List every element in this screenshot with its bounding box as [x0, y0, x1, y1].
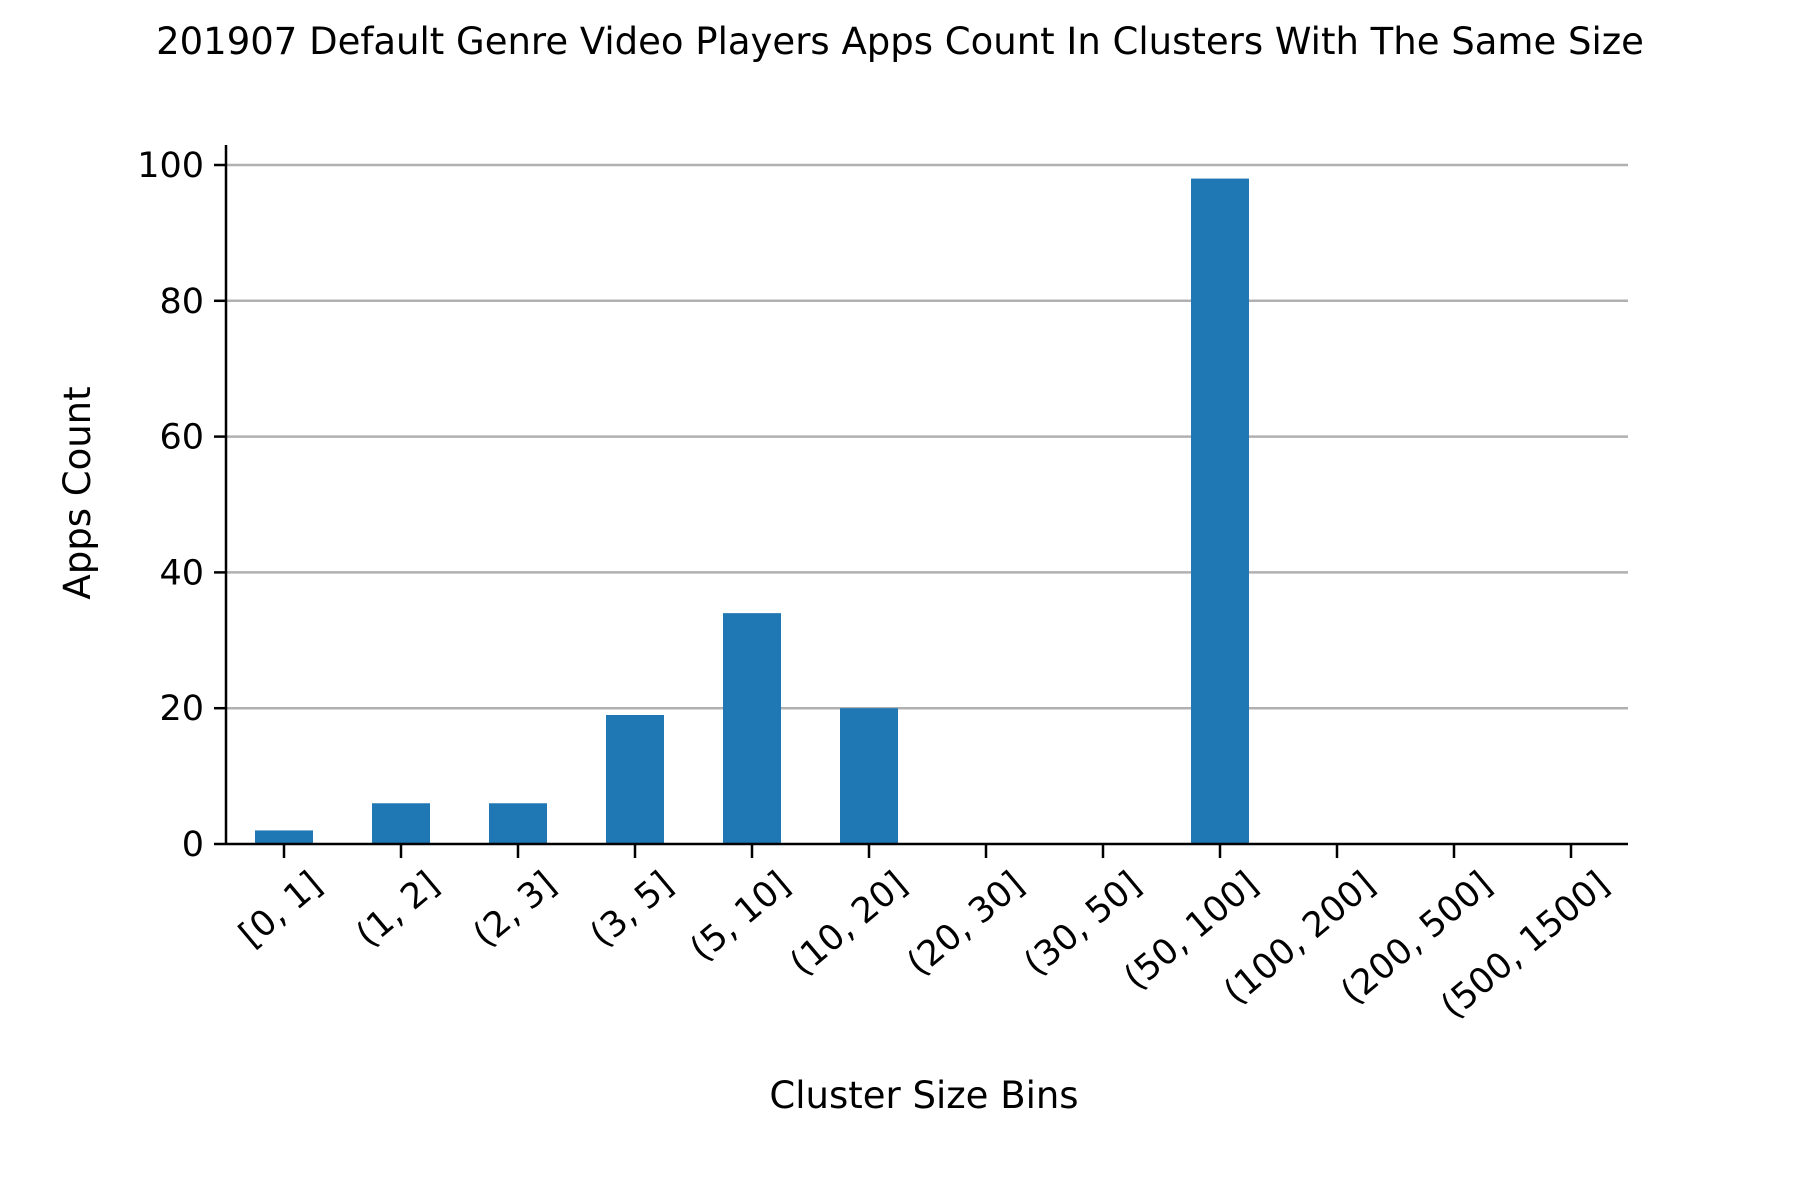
x-tick-label-0: [0, 1] — [232, 864, 330, 955]
bars — [255, 178, 1249, 844]
grid-lines — [226, 163, 1628, 710]
axes — [214, 145, 1628, 858]
bar-3 — [606, 714, 664, 844]
bar-8 — [1191, 178, 1249, 844]
y-tick-label-3: 60 — [159, 418, 204, 458]
bar-1 — [372, 803, 430, 844]
x-tick-label-3: (3, 5] — [583, 864, 681, 955]
x-tick-label-4: (5, 10] — [683, 864, 798, 969]
bar-5 — [840, 708, 898, 844]
y-axis-label: Apps Count — [56, 386, 99, 599]
tick-labels: 0 20 40 60 80 100 [0, 1] (1, 2] (2, 3] (3, 5] (5, … — [137, 146, 1617, 1027]
chart-title: 201907 Default Genre Video Players Apps … — [156, 20, 1644, 63]
x-tick-label-6: (20, 30] — [900, 864, 1032, 984]
bar-4 — [723, 613, 781, 844]
x-tick-label-5: (10, 20] — [783, 864, 915, 984]
y-tick-label-5: 100 — [137, 146, 204, 186]
bar-2 — [489, 803, 547, 844]
x-axis-label: Cluster Size Bins — [769, 1074, 1078, 1117]
y-tick-label-0: 0 — [182, 825, 204, 865]
bar-0 — [255, 830, 313, 844]
y-tick-label-4: 80 — [159, 282, 204, 322]
y-tick-label-1: 20 — [159, 689, 204, 729]
y-tick-label-2: 40 — [159, 553, 204, 593]
x-tick-label-1: (1, 2] — [349, 864, 447, 955]
x-tick-label-2: (2, 3] — [466, 864, 564, 955]
